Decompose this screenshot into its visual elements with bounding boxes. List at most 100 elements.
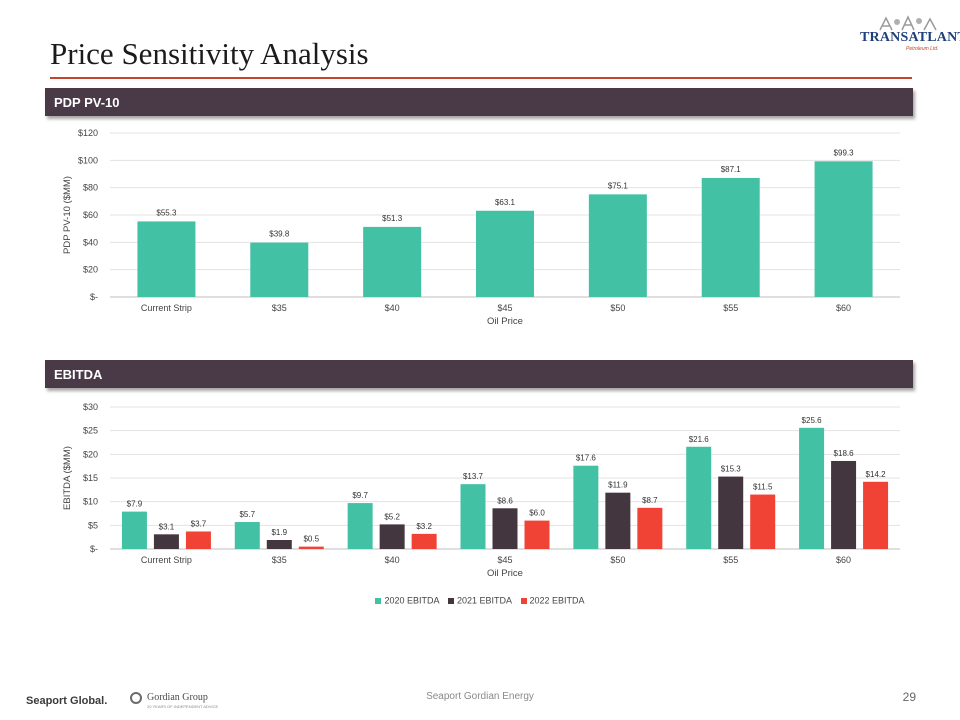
data-label: $55.3: [156, 208, 177, 217]
legend-item-2020: 2020 EBITDA: [375, 595, 439, 606]
bar-2020-ebitda: [799, 427, 825, 549]
data-label: $8.7: [642, 496, 658, 505]
ebitda-bar-chart: $- $5 $10 $15 $20 $25 $30 $7.9 $3.1 $3.7 Current S…: [62, 402, 900, 579]
bar-pdp-pv-10: [701, 177, 760, 297]
seaport-global-logo: Seaport Global.: [26, 695, 108, 707]
x-tick-label: $45: [497, 303, 512, 313]
y-tick-label: $100: [78, 155, 98, 165]
bar-pdp-pv-10: [588, 194, 647, 297]
y-tick-label: $30: [83, 402, 98, 412]
x-axis-title: Oil Price: [487, 568, 523, 579]
gordian-group-tagline: 20 YEARS OF INDEPENDENT ADVICE: [147, 704, 219, 709]
data-label: $51.3: [382, 214, 403, 223]
y-tick-label: $-: [90, 292, 98, 302]
bar-2022-ebitda: [185, 531, 211, 549]
x-tick-label: $40: [385, 303, 400, 313]
legend-item-2022: 2022 EBITDA: [520, 595, 585, 606]
x-tick-label: $45: [497, 555, 512, 565]
legend-swatch-2022: [520, 597, 527, 604]
x-tick-label: Current Strip: [141, 555, 192, 565]
data-label: $14.2: [866, 470, 887, 479]
y-tick-label: $5: [88, 520, 98, 530]
legend-swatch-2020: [375, 597, 382, 604]
bar-2021-ebitda: [266, 540, 292, 549]
data-label: $87.1: [721, 165, 742, 174]
x-tick-label: Current Strip: [141, 303, 192, 313]
bar-2020-ebitda: [573, 465, 599, 549]
data-label: $3.7: [191, 519, 207, 528]
bar-2022-ebitda: [863, 481, 889, 549]
legend-item-2021: 2021 EBITDA: [447, 595, 513, 606]
data-label: $11.9: [608, 481, 628, 490]
ebitda-legend: 2020 EBITDA 2021 EBITDA 2022 EBITDA: [0, 595, 960, 606]
pv10-bar-chart: $- $20 $40 $60 $80 $100 $120 $55.3 Current Strip…: [62, 128, 900, 327]
bar-pdp-pv-10: [137, 221, 196, 297]
y-axis-title: PDP PV-10 ($MM): [62, 176, 73, 254]
oil-derrick-icon: [879, 15, 937, 31]
section-title-pv10: PDP PV-10: [54, 95, 120, 110]
data-label: $63.1: [495, 198, 516, 207]
bar-2021-ebitda: [718, 476, 744, 549]
data-label: $99.3: [834, 148, 855, 157]
bar-2020-ebitda: [121, 511, 147, 549]
y-tick-label: $60: [83, 210, 98, 220]
legend-label-2020: 2020 EBITDA: [384, 595, 440, 606]
section-title-ebitda: EBITDA: [54, 367, 103, 382]
bar-2022-ebitda: [750, 494, 776, 549]
bar-2020-ebitda: [460, 484, 486, 549]
x-tick-label: $60: [836, 303, 851, 313]
bar-pdp-pv-10: [363, 226, 422, 297]
data-label: $75.1: [608, 181, 629, 190]
bar-pdp-pv-10: [476, 210, 534, 297]
bar-2020-ebitda: [234, 522, 260, 549]
x-tick-label: $35: [272, 555, 287, 565]
bar-2020-ebitda: [347, 503, 373, 549]
bar-2022-ebitda: [637, 507, 663, 549]
data-label: $17.6: [576, 454, 597, 463]
company-logo: TRANSATLANTIC Petroleum Ltd.: [852, 12, 960, 56]
bar-pdp-pv-10: [250, 242, 309, 297]
bar-2022-ebitda: [411, 533, 437, 549]
x-tick-label: $55: [723, 555, 738, 565]
bar-2021-ebitda: [605, 492, 631, 549]
x-tick-label: $60: [836, 555, 851, 565]
data-label: $0.5: [303, 535, 319, 544]
y-tick-label: $20: [83, 265, 98, 275]
logo-wordmark: TRANSATLANTIC: [860, 30, 960, 45]
data-label: $18.6: [834, 449, 855, 458]
logo-subtitle: Petroleum Ltd.: [906, 46, 939, 52]
gordian-group-logo: Gordian Group: [147, 692, 208, 703]
title-divider: [50, 77, 912, 79]
legend-label-2022: 2022 EBITDA: [529, 595, 585, 606]
y-tick-label: $20: [83, 449, 98, 459]
data-label: $39.8: [269, 230, 290, 239]
y-tick-label: $40: [83, 237, 98, 247]
bar-2021-ebitda: [831, 460, 857, 549]
section-header-ebitda: EBITDA: [45, 360, 913, 388]
data-label: $6.0: [529, 509, 545, 518]
data-label: $8.6: [497, 496, 513, 505]
legend-label-2021: 2021 EBITDA: [456, 595, 513, 606]
y-tick-label: $25: [83, 426, 98, 436]
footer-text: Seaport Gordian Energy: [426, 691, 534, 702]
page-number: 29: [902, 690, 916, 704]
bar-2021-ebitda: [492, 508, 518, 549]
bar-2021-ebitda: [153, 534, 179, 549]
x-tick-label: $50: [610, 303, 625, 313]
data-label: $1.9: [271, 528, 287, 537]
data-label: $3.2: [416, 522, 432, 531]
bar-2021-ebitda: [379, 524, 405, 549]
y-axis-title: EBITDA ($MM): [62, 446, 73, 510]
legend-swatch-2021: [447, 597, 454, 604]
data-label: $25.6: [802, 416, 823, 425]
data-label: $13.7: [463, 472, 484, 481]
x-tick-label: $55: [723, 303, 738, 313]
data-label: $9.7: [352, 491, 368, 500]
bar-pdp-pv-10: [814, 161, 873, 297]
data-label: $21.6: [689, 435, 710, 444]
data-label: $7.9: [127, 500, 143, 509]
data-label: $5.2: [384, 512, 400, 521]
footer-logos: Seaport Global. Gordian Group 20 YEARS O…: [26, 690, 226, 710]
y-tick-label: $80: [83, 183, 98, 193]
data-label: $3.1: [159, 522, 175, 531]
